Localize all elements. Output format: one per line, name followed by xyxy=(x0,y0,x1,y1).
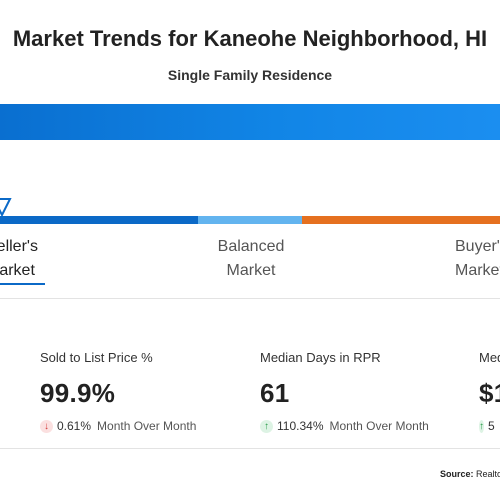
arrow-up-icon: ↑ xyxy=(260,419,273,433)
stat-label: Median Days in RPR xyxy=(260,350,381,365)
stat-label: Sold to List Price % xyxy=(40,350,153,365)
source-value: Realtors xyxy=(476,469,500,479)
arrow-down-icon: ↓ xyxy=(40,419,53,433)
seller-market-segment xyxy=(0,216,198,224)
source-label: Source: xyxy=(440,469,474,479)
active-tab-indicator xyxy=(0,283,45,285)
stat-value: 99.9% xyxy=(40,378,116,408)
stat-card-median-days: Median Days in RPR 61 ↑ 110.34% Month Ov… xyxy=(260,350,480,433)
stat-change-percent: 5 xyxy=(488,419,495,433)
tab-balanced-market[interactable]: Balanced Market xyxy=(200,235,302,283)
header-banner xyxy=(0,104,500,140)
stat-change: ↑ 5 xyxy=(479,419,500,433)
stat-change: ↑ 110.34% Month Over Month xyxy=(260,419,480,433)
stat-card-median-price: Med $1 ↑ 5 xyxy=(479,350,500,433)
tab-buyers-market-line2: Market xyxy=(455,262,500,279)
tab-sellers-market-line1: Seller's xyxy=(0,238,38,255)
stat-value: $1 xyxy=(479,378,500,408)
stat-change-percent: 110.34% xyxy=(277,419,324,433)
arrow-up-icon: ↑ xyxy=(479,419,484,433)
tab-buyers-market[interactable]: Buyer's Market xyxy=(455,235,500,283)
market-position-marker-icon xyxy=(0,198,12,217)
stat-change-period: Month Over Month xyxy=(97,419,197,433)
tab-sellers-market[interactable]: Seller's Market xyxy=(0,235,56,283)
page-subtitle: Single Family Residence xyxy=(167,67,333,83)
stat-label: Med xyxy=(479,350,500,365)
balanced-market-segment xyxy=(198,216,302,224)
tab-sellers-market-line2: Market xyxy=(0,262,35,279)
buyer-market-segment xyxy=(302,216,500,224)
page-title: Market Trends for Kaneohe Neighborhood, … xyxy=(12,26,488,51)
stat-change-percent: 0.61% xyxy=(57,419,92,433)
stat-change: ↓ 0.61% Month Over Month xyxy=(40,419,260,433)
tab-buyers-market-line1: Buyer's xyxy=(455,238,500,255)
stat-value: 61 xyxy=(260,378,290,408)
section-divider xyxy=(0,298,500,299)
footer-divider xyxy=(0,448,500,449)
stat-change-period: Month Over Month xyxy=(329,419,429,433)
stat-card-sold-to-list: Sold to List Price % 99.9% ↓ 0.61% Month… xyxy=(40,350,260,433)
tab-balanced-market-line1: Balanced xyxy=(217,238,285,255)
tab-balanced-market-line2: Market xyxy=(226,262,276,279)
source-note: Source: Realtors xyxy=(440,469,500,479)
